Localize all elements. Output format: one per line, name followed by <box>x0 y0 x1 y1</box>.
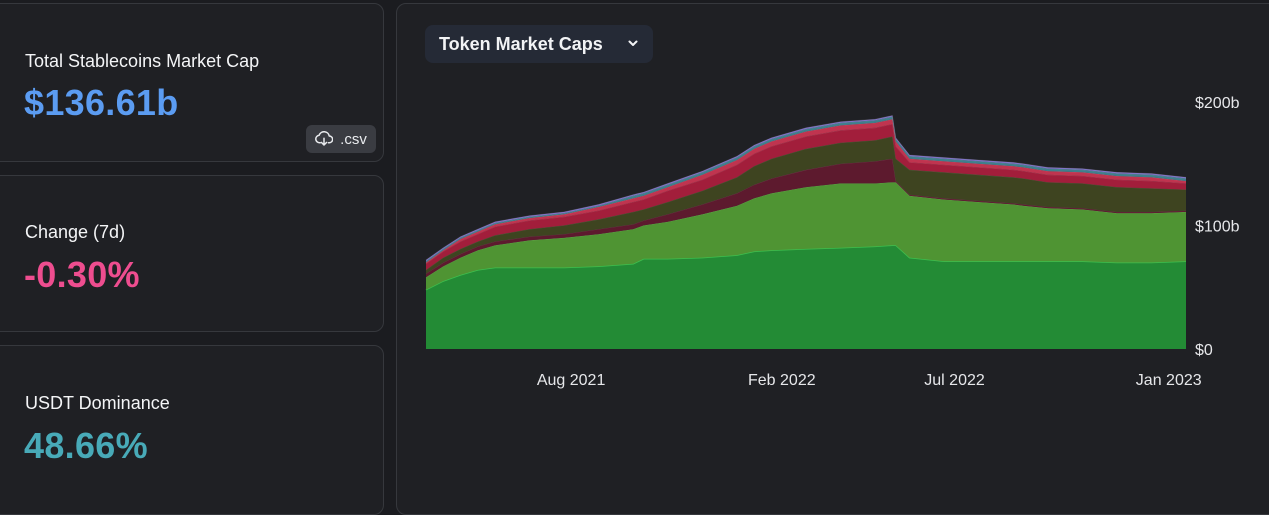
change-card: Change (7d) -0.30% <box>0 175 384 332</box>
area-series-busd[interactable] <box>426 158 1186 278</box>
cloud-download-icon <box>315 131 334 146</box>
chart-card: Token Market Caps $0 $100b $200b Aug 2021 Fe… <box>396 3 1269 515</box>
download-csv-label: .csv <box>340 130 367 148</box>
y-tick-label: $0 <box>1195 342 1213 359</box>
download-csv-button[interactable]: .csv <box>306 125 376 153</box>
dominance-label: USDT Dominance <box>25 393 170 413</box>
market-cap-value: $136.61b <box>24 82 179 123</box>
dominance-card: USDT Dominance 48.66% <box>0 345 384 515</box>
dominance-value: 48.66% <box>24 425 148 466</box>
dropdown-label: Token Market Caps <box>439 33 603 54</box>
area-series-usdt[interactable] <box>426 245 1186 349</box>
x-tick-label: Aug 2021 <box>537 372 606 389</box>
change-label: Change (7d) <box>25 222 126 242</box>
area-series-ust[interactable] <box>426 136 1186 274</box>
token-market-caps-dropdown[interactable]: Token Market Caps <box>425 25 653 63</box>
y-tick-label: $200b <box>1195 95 1240 112</box>
chevron-down-icon <box>628 40 638 46</box>
x-tick-label: Feb 2022 <box>748 372 816 389</box>
market-cap-label: Total Stablecoins Market Cap <box>25 51 260 71</box>
x-tick-label: Jan 2023 <box>1136 372 1202 389</box>
y-tick-label: $100b <box>1195 218 1240 235</box>
market-cap-chart[interactable]: $0 $100b $200b Aug 2021 Feb 2022 Jul 2022 Jan … <box>397 4 1269 424</box>
area-edge-usdp <box>425 115 1187 261</box>
market-cap-card: Total Stablecoins Market Cap $136.61b .c… <box>0 3 384 162</box>
x-tick-label: Jul 2022 <box>924 372 985 389</box>
change-value: -0.30% <box>24 254 140 295</box>
area-series-usdc[interactable] <box>426 182 1186 290</box>
